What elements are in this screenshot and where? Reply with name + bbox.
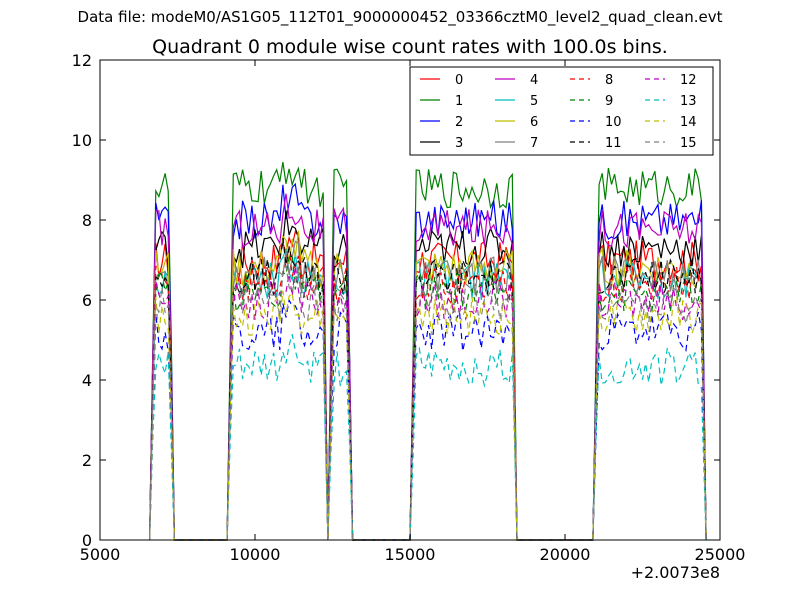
series-line-15 — [149, 264, 707, 541]
x-tick-label: 25000 — [695, 545, 746, 564]
series-line-13 — [149, 334, 707, 541]
legend-label-6: 6 — [530, 115, 538, 130]
series-line-9 — [149, 254, 707, 541]
legend-label-2: 2 — [455, 115, 463, 130]
legend-label-8: 8 — [605, 73, 613, 88]
series-line-1 — [149, 161, 707, 541]
x-tick-label: 10000 — [230, 545, 281, 564]
series-line-7 — [149, 240, 707, 541]
y-tick-label: 2 — [82, 451, 92, 470]
x-offset-label: +2.0073e8 — [631, 563, 720, 582]
legend-label-9: 9 — [605, 94, 613, 109]
x-tick-label: 15000 — [385, 545, 436, 564]
y-tick-label: 12 — [72, 51, 92, 70]
series-line-2 — [149, 182, 707, 541]
series-line-10 — [149, 298, 707, 541]
series-line-14 — [149, 290, 707, 541]
legend-label-5: 5 — [530, 94, 538, 109]
y-tick-label: 0 — [82, 531, 92, 550]
y-tick-label: 6 — [82, 291, 92, 310]
series-line-4 — [149, 193, 707, 541]
y-tick-label: 10 — [72, 131, 92, 150]
legend-label-14: 14 — [680, 115, 697, 130]
series-lines — [149, 161, 707, 541]
y-tick-label: 4 — [82, 371, 92, 390]
legend-label-11: 11 — [605, 136, 622, 151]
x-tick-label: 20000 — [540, 545, 591, 564]
legend-label-12: 12 — [680, 73, 697, 88]
chart-title: Quadrant 0 module wise count rates with … — [152, 36, 668, 58]
series-line-11 — [149, 238, 707, 541]
legend-label-1: 1 — [455, 94, 463, 109]
legend-box — [409, 66, 714, 156]
legend-label-7: 7 — [530, 136, 538, 151]
legend-label-13: 13 — [680, 94, 697, 109]
legend-label-0: 0 — [455, 73, 463, 88]
data-file-label: Data file: modeM0/AS1G05_112T01_90000004… — [77, 8, 723, 26]
x-tick-label: 5000 — [80, 545, 121, 564]
y-tick-label: 8 — [82, 211, 92, 230]
legend-label-15: 15 — [680, 136, 697, 151]
legend-label-4: 4 — [530, 73, 538, 88]
legend-label-3: 3 — [455, 136, 463, 151]
legend-label-10: 10 — [605, 115, 622, 130]
